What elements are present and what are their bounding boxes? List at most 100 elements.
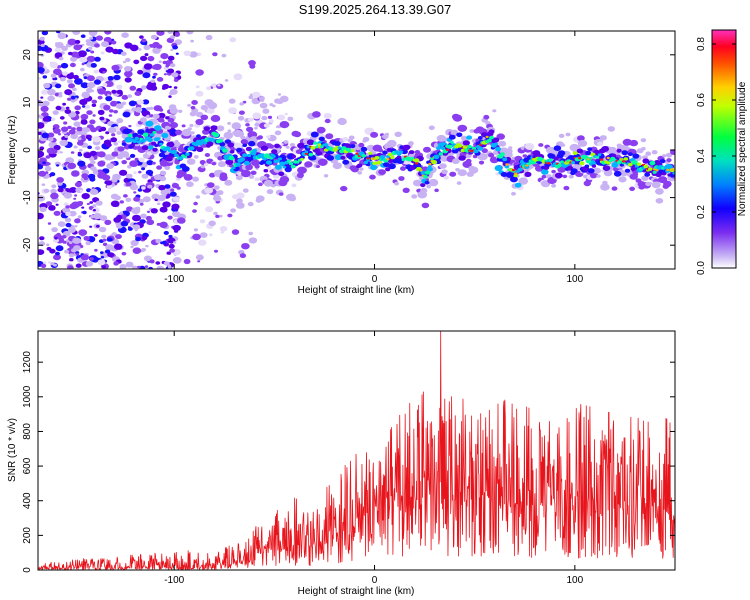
spectral-blob bbox=[146, 83, 155, 91]
spectral-blob bbox=[504, 151, 513, 158]
spectral-blob bbox=[326, 155, 335, 161]
spectral-blob bbox=[172, 45, 179, 50]
spectral-blob bbox=[38, 114, 41, 118]
spectral-blob bbox=[38, 249, 45, 255]
spectral-blob bbox=[557, 166, 566, 173]
spectral-blob bbox=[140, 213, 147, 219]
spectral-blob bbox=[163, 230, 169, 235]
spectral-blob bbox=[76, 126, 83, 132]
spectral-blob bbox=[124, 136, 133, 143]
spectral-blob bbox=[134, 91, 142, 96]
spectral-blob bbox=[73, 44, 82, 51]
spectral-blob bbox=[644, 172, 651, 177]
spectral-blob bbox=[143, 255, 152, 262]
spectral-blob bbox=[167, 117, 175, 123]
spectral-blob bbox=[168, 85, 172, 89]
spectral-blob bbox=[357, 171, 363, 175]
colorbar-ticks: 0.0 0.2 0.4 0.6 0.8 bbox=[696, 37, 736, 275]
spectral-blob bbox=[164, 125, 170, 130]
spectral-blob bbox=[340, 155, 346, 160]
spectral-blob bbox=[200, 114, 209, 121]
spectral-blob bbox=[323, 113, 332, 119]
spectrogram-x-tick-label: 100 bbox=[566, 274, 583, 285]
spectral-blob bbox=[97, 109, 105, 115]
spectral-blob bbox=[572, 151, 578, 156]
spectral-blob bbox=[215, 214, 220, 218]
spectral-blob bbox=[565, 132, 571, 137]
spectral-blob bbox=[101, 265, 106, 269]
spectral-blob bbox=[434, 188, 439, 193]
spectral-blob bbox=[168, 95, 172, 98]
spectral-blob bbox=[116, 214, 123, 220]
spectral-blob bbox=[103, 77, 109, 81]
spectral-blob bbox=[260, 160, 266, 165]
spectral-blob bbox=[166, 251, 172, 255]
spectral-blob bbox=[492, 150, 499, 155]
spectral-blob bbox=[102, 242, 108, 247]
spectral-blob bbox=[382, 150, 388, 155]
spectral-blob bbox=[424, 180, 430, 185]
spectral-blob bbox=[426, 184, 431, 189]
spectral-blob bbox=[49, 172, 56, 177]
spectral-blob bbox=[125, 182, 132, 187]
spectral-blob bbox=[50, 262, 55, 266]
spectral-blob bbox=[310, 156, 317, 161]
spectral-blob bbox=[502, 157, 508, 162]
spectral-blob bbox=[80, 113, 89, 120]
spectral-blob bbox=[92, 204, 97, 208]
spectral-blob bbox=[78, 229, 88, 236]
spectral-blob bbox=[173, 241, 177, 244]
spectral-blob bbox=[140, 249, 144, 253]
spectral-blob bbox=[504, 164, 510, 169]
spectral-blob bbox=[42, 161, 46, 165]
spectral-blob bbox=[119, 264, 127, 269]
spectral-blob bbox=[155, 238, 162, 244]
spectral-blob bbox=[156, 31, 165, 36]
spectral-blob bbox=[112, 48, 120, 55]
spectral-blob bbox=[306, 139, 315, 146]
spectral-blob bbox=[195, 90, 204, 97]
spectral-blob bbox=[465, 158, 472, 164]
spectral-blob bbox=[79, 148, 83, 152]
spectral-blob bbox=[622, 160, 626, 163]
spectral-blob bbox=[67, 97, 72, 101]
spectral-blob bbox=[428, 162, 432, 166]
spectral-blob bbox=[121, 142, 127, 146]
spectral-blob bbox=[500, 152, 505, 157]
spectral-blob bbox=[293, 131, 302, 138]
spectral-blob bbox=[142, 132, 149, 137]
spectral-blob bbox=[69, 62, 76, 68]
spectral-blob bbox=[228, 98, 236, 104]
spectral-blob bbox=[649, 160, 656, 166]
spectral-blob bbox=[116, 118, 124, 124]
spectral-blob bbox=[592, 167, 602, 174]
spectral-blob bbox=[489, 135, 494, 140]
spectral-blob bbox=[187, 127, 192, 131]
spectral-blob bbox=[49, 61, 59, 69]
spectral-blob bbox=[190, 39, 195, 43]
spectral-blob bbox=[82, 119, 88, 123]
spectral-blob bbox=[63, 121, 68, 125]
spectral-blob bbox=[200, 165, 205, 169]
spectral-blob bbox=[52, 238, 60, 243]
spectral-blob bbox=[54, 83, 62, 89]
spectral-blob bbox=[174, 229, 179, 233]
spectral-blob bbox=[74, 78, 83, 85]
spectral-blob bbox=[342, 137, 349, 142]
spectral-blob bbox=[97, 95, 103, 100]
spectral-blob bbox=[81, 91, 90, 99]
spectral-blob bbox=[199, 232, 208, 239]
spectral-blob bbox=[199, 219, 206, 224]
spectral-blob bbox=[127, 128, 132, 133]
spectral-blob bbox=[443, 175, 449, 180]
spectral-blob bbox=[245, 146, 252, 152]
spectral-blob bbox=[410, 156, 415, 160]
spectral-blob bbox=[472, 154, 478, 159]
spectral-blob bbox=[54, 52, 63, 58]
spectral-blob bbox=[411, 194, 418, 199]
spectral-blob bbox=[189, 111, 197, 117]
spectral-blob bbox=[169, 122, 178, 129]
spectral-blob bbox=[51, 184, 57, 189]
spectral-blob bbox=[50, 188, 57, 194]
spectral-blob bbox=[457, 124, 468, 132]
